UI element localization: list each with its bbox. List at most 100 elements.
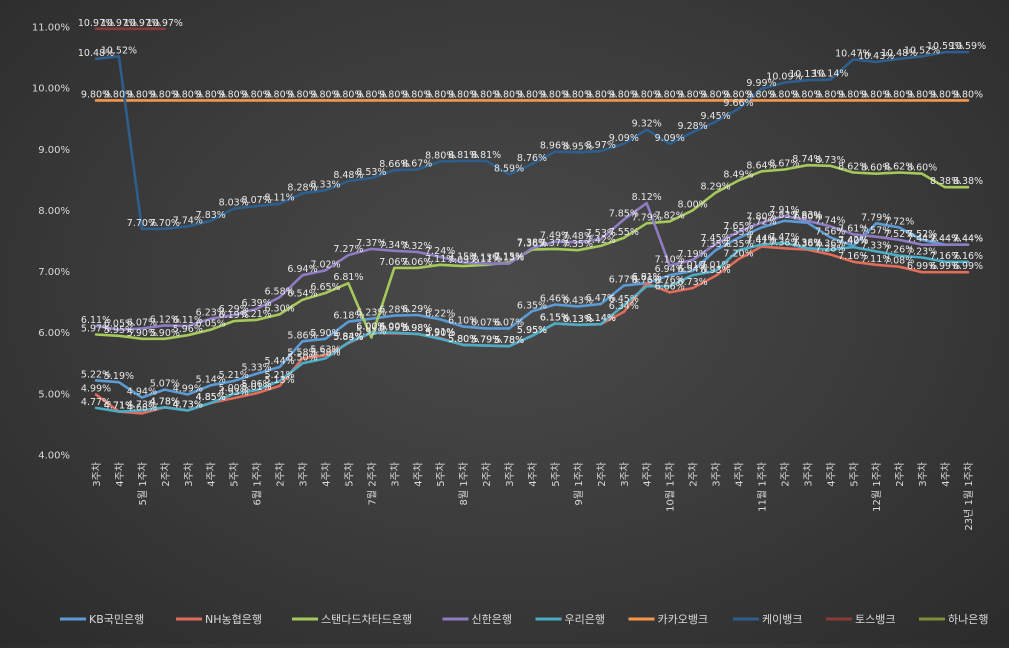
data-label: 8.38% <box>930 176 960 187</box>
data-label: 5.99% <box>379 322 409 333</box>
data-label: 5.63% <box>310 344 340 355</box>
data-label: 9.80% <box>815 89 845 100</box>
data-label: 5.79% <box>471 335 501 346</box>
data-label: 7.37% <box>540 238 570 249</box>
data-label: 6.11% <box>81 315 111 326</box>
data-label: 9.80% <box>379 89 409 100</box>
data-label: 6.07% <box>494 317 524 328</box>
data-label: 7.70% <box>127 218 157 229</box>
y-axis: 4.00% 5.00% 6.00% 7.00% 8.00% 9.00% 10.00% 11.0… <box>32 23 70 462</box>
data-label: 6.22% <box>425 308 455 319</box>
data-label: 7.79% <box>632 212 662 223</box>
data-label: 6.29% <box>219 304 249 315</box>
data-label: 9.80% <box>884 89 914 100</box>
data-label: 7.82% <box>655 210 685 221</box>
data-label: 5.06% <box>242 379 272 390</box>
data-label: 9.80% <box>517 89 547 100</box>
x-tick-label: 3주차 <box>619 462 631 487</box>
data-label: 9.80% <box>586 89 616 100</box>
data-label: 7.83% <box>196 210 226 221</box>
data-label: 7.70% <box>150 218 180 229</box>
data-label: 9.80% <box>632 89 662 100</box>
data-label: 6.81% <box>632 272 662 283</box>
data-label: 5.21% <box>219 370 249 381</box>
data-label: 6.94% <box>655 264 685 275</box>
x-tick-label: 5주차 <box>550 462 562 487</box>
data-label: 7.49% <box>540 231 570 242</box>
x-tick-label: 3주차 <box>504 462 516 487</box>
data-label: 6.29% <box>402 304 432 315</box>
series-line <box>94 219 970 399</box>
data-label: 7.61% <box>838 223 868 234</box>
data-label: 4.73% <box>127 399 157 410</box>
data-label: 7.01% <box>678 260 708 271</box>
data-label: 6.73% <box>678 277 708 288</box>
data-label: 6.13% <box>563 314 593 325</box>
x-tick-label: 2주차 <box>596 462 608 487</box>
data-label: 9.45% <box>700 111 730 122</box>
data-label: 7.26% <box>884 245 914 256</box>
data-label: 6.18% <box>333 311 363 322</box>
data-label: 6.34% <box>609 301 639 312</box>
data-label: 4.71% <box>104 401 134 412</box>
data-label: 9.80% <box>333 89 363 100</box>
data-label: 4.73% <box>173 399 203 410</box>
x-tick-label: 11월 1주차 <box>756 462 768 512</box>
data-label: 7.74% <box>815 215 845 226</box>
data-labels: 5.22%5.19%4.94%5.07%4.99%5.14%5.21%5.33%… <box>78 18 986 414</box>
data-label: 7.23% <box>907 247 937 258</box>
data-label: 10.14% <box>812 69 848 80</box>
data-label: 7.79% <box>861 212 891 223</box>
data-label: 9.80% <box>127 89 157 100</box>
data-label: 9.80% <box>746 89 776 100</box>
data-label: 7.33% <box>861 240 891 251</box>
x-tick-label: 6월 1주차 <box>252 462 264 506</box>
data-label: 7.15% <box>448 251 478 262</box>
x-tick-label: 10월 1주차 <box>665 462 677 512</box>
data-label: 6.15% <box>540 313 570 324</box>
data-label: 6.81% <box>632 272 662 283</box>
data-label: 8.48% <box>333 170 363 181</box>
y-tick-label: 10.00% <box>32 84 70 95</box>
data-label: 10.59% <box>927 41 963 52</box>
data-label: 10.97% <box>101 18 137 29</box>
data-label: 6.81% <box>333 272 363 283</box>
data-label: 7.44% <box>953 234 983 245</box>
x-tick-label: 23년 1월 1주차 <box>963 462 975 531</box>
data-label: 6.00% <box>356 322 386 333</box>
data-label: 9.80% <box>609 89 639 100</box>
data-label: 10.97% <box>124 18 160 29</box>
data-label: 7.06% <box>402 257 432 268</box>
data-label: 6.15% <box>540 313 570 324</box>
data-label: 5.83% <box>333 332 363 343</box>
data-label: 9.80% <box>723 89 753 100</box>
data-label: 4.78% <box>150 396 180 407</box>
data-label: 6.94% <box>678 264 708 275</box>
y-tick-label: 6.00% <box>38 328 70 339</box>
data-label: 7.40% <box>838 236 868 247</box>
data-label: 6.46% <box>540 294 570 305</box>
data-label: 8.38% <box>953 176 983 187</box>
data-label: 5.44% <box>264 356 294 367</box>
data-label: 7.16% <box>838 251 868 262</box>
data-label: 10.52% <box>101 45 137 56</box>
data-label: 7.72% <box>746 217 776 228</box>
data-label: 7.44% <box>746 234 776 245</box>
data-label: 8.81% <box>471 150 501 161</box>
data-label: 7.80% <box>746 212 776 223</box>
data-label: 5.96% <box>173 324 203 335</box>
data-label: 9.80% <box>219 89 249 100</box>
data-label: 6.66% <box>655 281 685 292</box>
data-label: 7.55% <box>723 227 753 238</box>
data-label: 7.32% <box>402 241 432 252</box>
data-label: 5.90% <box>425 328 455 339</box>
data-label: 6.11% <box>173 315 203 326</box>
x-tick-label: 3주차 <box>91 462 103 487</box>
data-label: 4.85% <box>196 392 226 403</box>
data-label: 7.24% <box>425 246 455 257</box>
data-label: 6.99% <box>930 261 960 272</box>
data-label: 8.00% <box>678 199 708 210</box>
data-label: 8.53% <box>356 167 386 178</box>
data-label: 6.43% <box>563 295 593 306</box>
data-label: 7.52% <box>907 229 937 240</box>
